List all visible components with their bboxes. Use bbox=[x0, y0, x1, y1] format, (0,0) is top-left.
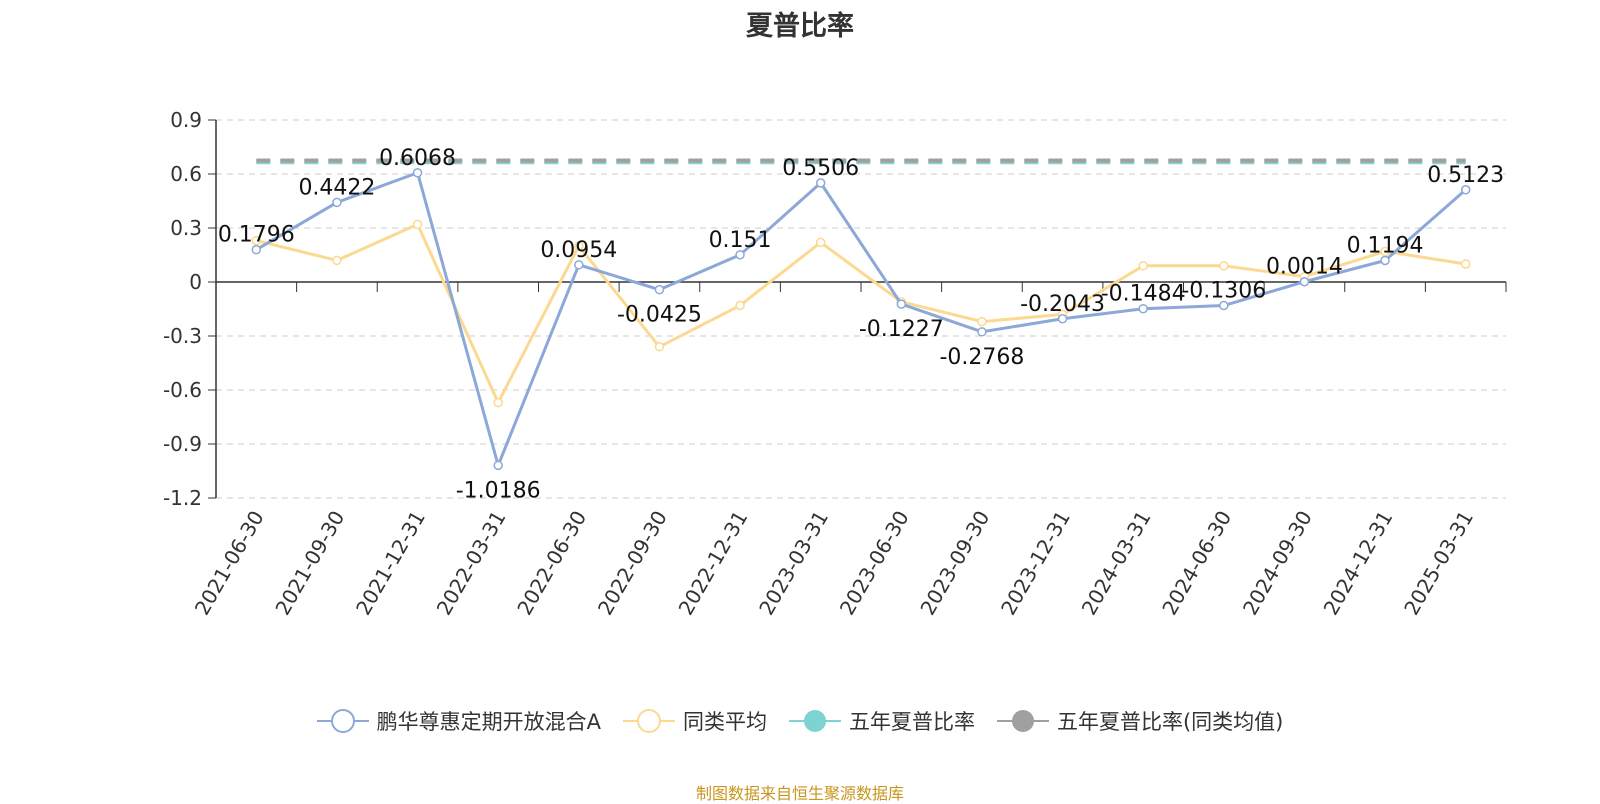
fund-point[interactable] bbox=[574, 260, 584, 270]
constant-lines-layer bbox=[256, 158, 1466, 165]
y-tick-label: 0.3 bbox=[170, 216, 202, 240]
x-tick-label: 2025-03-31 bbox=[1399, 507, 1478, 620]
y-tick-label: -0.9 bbox=[163, 432, 202, 456]
fund-point[interactable] bbox=[412, 168, 423, 178]
x-tick-label: 2023-06-30 bbox=[835, 507, 914, 620]
fund-line bbox=[255, 171, 1467, 467]
data-label: 0.4422 bbox=[298, 175, 375, 200]
data-label: 0.0014 bbox=[1266, 255, 1343, 280]
y-tick-label: 0 bbox=[189, 270, 202, 294]
legend-label-five-year-sharpe: 五年夏普比率 bbox=[848, 710, 975, 734]
data-label: -1.0186 bbox=[456, 478, 541, 503]
data-label: 0.1796 bbox=[218, 223, 295, 248]
legend-item-five-year-sharpe[interactable]: 五年夏普比率 bbox=[788, 706, 975, 736]
peer-average-point[interactable] bbox=[1219, 261, 1229, 271]
fund-point[interactable] bbox=[1460, 185, 1471, 195]
x-tick-label: 2023-09-30 bbox=[915, 507, 994, 620]
x-tick-label: 2021-06-30 bbox=[190, 507, 269, 620]
fund-point[interactable] bbox=[654, 284, 665, 295]
peer-average-point[interactable] bbox=[493, 397, 503, 408]
peer-average-point[interactable] bbox=[1380, 246, 1390, 257]
peer-average-point[interactable] bbox=[574, 241, 584, 251]
legend: 鹏华尊惠定期开放混合A 同类平均 五年夏普比率 五年夏普比率(同类均值) bbox=[0, 706, 1600, 736]
legend-swatch-fund bbox=[316, 709, 369, 733]
legend-label-fund: 鹏华尊惠定期开放混合A bbox=[376, 710, 601, 734]
y-tick-label: -1.2 bbox=[163, 486, 202, 510]
peer-average-point[interactable] bbox=[332, 255, 342, 266]
fund-point[interactable] bbox=[896, 299, 907, 309]
legend-swatch-five-year-sharpe bbox=[788, 710, 841, 732]
fund-point[interactable] bbox=[977, 327, 987, 337]
fund-point[interactable] bbox=[493, 460, 503, 471]
source-note: 制图数据来自恒生聚源数据库 bbox=[695, 784, 904, 803]
data-label: 0.0954 bbox=[540, 238, 617, 263]
x-tick-label: 2024-03-31 bbox=[1077, 507, 1156, 620]
x-tick-label: 2022-03-31 bbox=[432, 507, 511, 620]
legend-swatch-five-year-sharpe-peer bbox=[996, 710, 1049, 732]
x-tick-label: 2021-09-30 bbox=[270, 507, 349, 620]
legend-item-five-year-sharpe-peer[interactable]: 五年夏普比率(同类均值) bbox=[996, 706, 1284, 736]
peer-average-point[interactable] bbox=[1138, 261, 1148, 271]
peer-average-point[interactable] bbox=[977, 316, 987, 327]
fund-point[interactable] bbox=[1138, 303, 1148, 314]
x-tick-label: 2023-03-31 bbox=[754, 507, 833, 620]
data-label: 0.1194 bbox=[1347, 234, 1424, 259]
data-label: 0.6068 bbox=[379, 146, 456, 171]
series-layer bbox=[251, 168, 1471, 471]
fund-point[interactable] bbox=[735, 250, 745, 260]
peer-average-point[interactable] bbox=[735, 300, 745, 311]
x-tick-label: 2024-09-30 bbox=[1238, 507, 1317, 620]
fund-point[interactable] bbox=[1057, 314, 1068, 324]
legend-item-peer-average[interactable]: 同类平均 bbox=[622, 706, 767, 736]
fund-point[interactable] bbox=[1219, 300, 1229, 311]
peer-average-point[interactable] bbox=[654, 342, 665, 352]
data-label: -0.1306 bbox=[1181, 279, 1266, 304]
peer-average-point[interactable] bbox=[412, 219, 423, 230]
data-label: -0.2043 bbox=[1020, 292, 1105, 317]
peer-average-point[interactable] bbox=[251, 235, 262, 246]
y-tick-label: 0.9 bbox=[170, 108, 202, 132]
fund-point[interactable] bbox=[1299, 276, 1310, 287]
x-tick-label: 2022-12-31 bbox=[673, 507, 752, 620]
legend-label-five-year-sharpe-peer: 五年夏普比率(同类均值) bbox=[1056, 710, 1284, 734]
legend-item-fund[interactable]: 鹏华尊惠定期开放混合A bbox=[316, 706, 601, 736]
data-label: 0.5123 bbox=[1427, 163, 1504, 188]
data-label: 0.151 bbox=[709, 228, 772, 253]
data-label: -0.1227 bbox=[859, 317, 944, 342]
peer-average-point[interactable] bbox=[1460, 259, 1471, 269]
peer-average-point[interactable] bbox=[815, 237, 826, 248]
data-label: -0.2768 bbox=[939, 345, 1024, 370]
y-tick-label: -0.3 bbox=[163, 324, 202, 348]
fund-point[interactable] bbox=[815, 178, 826, 188]
x-tick-label: 2022-09-30 bbox=[593, 507, 672, 620]
x-tick-label: 2022-06-30 bbox=[512, 507, 591, 620]
x-tick-label: 2023-12-31 bbox=[996, 507, 1075, 620]
grid-layer bbox=[216, 119, 1506, 499]
fund-point[interactable] bbox=[1380, 255, 1390, 266]
fund-point[interactable] bbox=[332, 197, 342, 208]
data-label: -0.0425 bbox=[617, 303, 702, 328]
fund-point[interactable] bbox=[251, 244, 262, 255]
data-label: 0.5506 bbox=[782, 156, 859, 181]
legend-label-peer-average: 同类平均 bbox=[682, 710, 767, 734]
x-tick-label: 2024-12-31 bbox=[1318, 507, 1397, 620]
y-tick-label: -0.6 bbox=[163, 378, 202, 402]
x-tick-label: 2021-12-31 bbox=[351, 507, 430, 620]
x-tick-label: 2024-06-30 bbox=[1157, 507, 1236, 620]
legend-swatch-peer-average bbox=[622, 709, 675, 733]
y-tick-label: 0.6 bbox=[170, 162, 202, 186]
data-label: -0.1484 bbox=[1101, 282, 1186, 307]
chart-title: 夏普比率 bbox=[746, 11, 854, 42]
